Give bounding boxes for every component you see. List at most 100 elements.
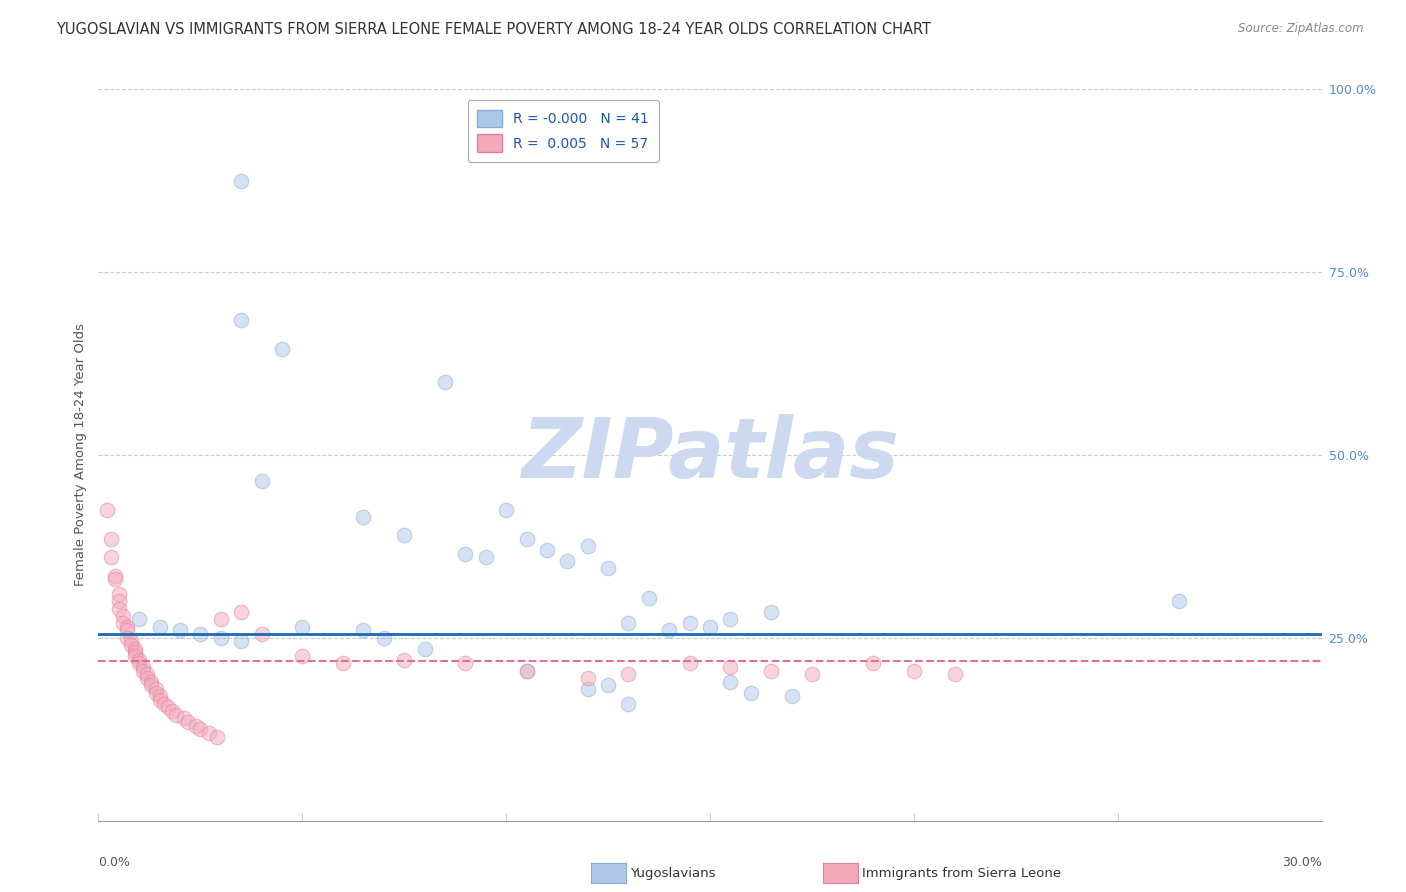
Point xyxy=(132,660,155,674)
Point xyxy=(1167,594,1189,608)
Point xyxy=(169,624,191,638)
Point xyxy=(638,591,661,605)
Point xyxy=(392,528,416,542)
Point xyxy=(291,649,314,664)
Point xyxy=(495,503,517,517)
Point xyxy=(149,690,172,704)
Point xyxy=(136,671,159,685)
Point xyxy=(454,657,477,671)
Point xyxy=(124,641,146,656)
Point xyxy=(699,620,721,634)
Point xyxy=(679,657,702,671)
Point xyxy=(291,620,314,634)
Point xyxy=(413,641,436,656)
Point xyxy=(115,620,138,634)
Point xyxy=(145,686,167,700)
Point xyxy=(720,613,742,627)
Y-axis label: Female Poverty Among 18-24 Year Olds: Female Poverty Among 18-24 Year Olds xyxy=(75,324,87,586)
Point xyxy=(165,707,187,722)
Point xyxy=(231,312,253,326)
Text: Immigrants from Sierra Leone: Immigrants from Sierra Leone xyxy=(862,867,1062,880)
Point xyxy=(173,711,195,725)
Point xyxy=(108,587,131,601)
Point xyxy=(177,714,200,729)
Point xyxy=(576,671,599,685)
Point xyxy=(720,660,742,674)
Point xyxy=(115,631,138,645)
Point xyxy=(124,645,146,659)
Point xyxy=(250,474,273,488)
Point xyxy=(474,550,498,565)
Point xyxy=(156,700,179,714)
Point xyxy=(100,532,122,546)
Point xyxy=(152,697,174,711)
Point xyxy=(740,686,762,700)
Text: ZIPatlas: ZIPatlas xyxy=(522,415,898,495)
Point xyxy=(598,561,620,575)
Point xyxy=(104,572,127,586)
Point xyxy=(392,653,416,667)
Text: Yugoslavians: Yugoslavians xyxy=(630,867,716,880)
Point xyxy=(720,674,742,689)
Point xyxy=(115,624,138,638)
Point xyxy=(209,613,232,627)
Point xyxy=(111,608,134,623)
Point xyxy=(454,547,477,561)
Point xyxy=(576,539,599,553)
Point xyxy=(617,616,640,631)
Point xyxy=(128,653,150,667)
Point xyxy=(903,664,925,678)
Point xyxy=(231,173,253,188)
Point xyxy=(120,638,142,652)
Point xyxy=(761,664,783,678)
Point xyxy=(270,342,294,356)
Point xyxy=(250,627,273,641)
Point xyxy=(352,510,374,524)
Point xyxy=(128,657,150,671)
Point xyxy=(104,568,127,582)
Point xyxy=(557,554,579,568)
Point xyxy=(108,594,131,608)
Point xyxy=(128,613,150,627)
Point xyxy=(780,690,803,704)
Point xyxy=(136,667,159,681)
Point xyxy=(160,704,183,718)
Text: YUGOSLAVIAN VS IMMIGRANTS FROM SIERRA LEONE FEMALE POVERTY AMONG 18-24 YEAR OLDS: YUGOSLAVIAN VS IMMIGRANTS FROM SIERRA LE… xyxy=(56,22,931,37)
Point xyxy=(761,605,783,619)
Point xyxy=(658,624,681,638)
Point xyxy=(862,657,884,671)
Point xyxy=(576,681,599,696)
Point xyxy=(141,674,163,689)
Point xyxy=(516,532,538,546)
Point xyxy=(617,667,640,681)
Point xyxy=(209,631,232,645)
Text: 0.0%: 0.0% xyxy=(98,856,131,870)
Point xyxy=(149,693,172,707)
Text: 30.0%: 30.0% xyxy=(1282,856,1322,870)
Point xyxy=(205,730,228,744)
Point xyxy=(100,550,122,565)
Legend: R = -0.000   N = 41, R =  0.005   N = 57: R = -0.000 N = 41, R = 0.005 N = 57 xyxy=(468,100,659,161)
Point xyxy=(516,664,538,678)
Point xyxy=(801,667,824,681)
Point xyxy=(434,375,457,389)
Point xyxy=(536,543,558,558)
Point xyxy=(679,616,702,631)
Point xyxy=(124,649,146,664)
Point xyxy=(145,681,167,696)
Point xyxy=(598,678,620,692)
Point xyxy=(188,627,212,641)
Point xyxy=(96,503,118,517)
Point xyxy=(943,667,966,681)
Point xyxy=(197,726,219,740)
Point xyxy=(332,657,354,671)
Point xyxy=(186,718,208,732)
Point xyxy=(111,616,134,631)
Point xyxy=(141,678,163,692)
Point xyxy=(149,620,172,634)
Point xyxy=(108,601,131,615)
Point xyxy=(188,723,212,737)
Point xyxy=(373,631,395,645)
Point xyxy=(352,624,374,638)
Text: Source: ZipAtlas.com: Source: ZipAtlas.com xyxy=(1239,22,1364,36)
